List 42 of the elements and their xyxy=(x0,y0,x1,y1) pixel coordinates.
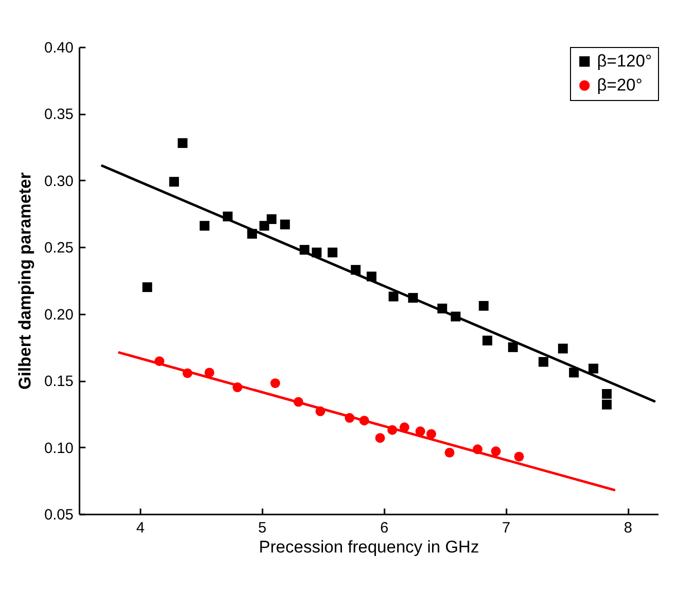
x-tick-label: 7 xyxy=(502,520,510,536)
x-axis-title: Precession frequency in GHz xyxy=(258,538,480,556)
point xyxy=(204,368,214,378)
point xyxy=(375,433,385,443)
point xyxy=(538,357,548,367)
point xyxy=(444,448,454,458)
point xyxy=(508,342,518,352)
x-tick-label: 6 xyxy=(380,520,388,536)
point xyxy=(200,220,210,231)
x-tick-label: 4 xyxy=(136,520,145,536)
point xyxy=(426,429,436,439)
y-tick-label: 0.25 xyxy=(44,240,74,257)
y-tick-label: 0.35 xyxy=(44,106,74,124)
y-tick-label: 0.10 xyxy=(44,440,74,457)
point xyxy=(270,378,280,388)
point xyxy=(491,446,501,456)
point xyxy=(266,214,276,224)
legend-label: β=20° xyxy=(597,76,642,94)
point xyxy=(482,336,492,346)
point xyxy=(388,292,398,302)
y-tick-label: 0.15 xyxy=(44,373,74,390)
point xyxy=(588,364,598,374)
legend-label: β=120° xyxy=(597,52,652,70)
y-tick-label: 0.05 xyxy=(44,506,74,524)
x-tick-label: 5 xyxy=(258,520,267,536)
y-axis-title: Gilbert damping parameter xyxy=(15,172,34,390)
point xyxy=(602,400,612,410)
point xyxy=(558,344,568,354)
point xyxy=(328,248,338,258)
point xyxy=(569,368,579,378)
point xyxy=(602,389,612,399)
point xyxy=(415,426,426,436)
point xyxy=(280,220,290,230)
point xyxy=(478,300,489,311)
y-tick-label: 0.40 xyxy=(44,40,74,56)
y-tick-label: 0.20 xyxy=(44,306,74,324)
point xyxy=(169,176,179,187)
x-tick-label: 8 xyxy=(624,520,632,536)
point xyxy=(514,452,524,462)
point xyxy=(142,282,152,292)
y-tick-label: 0.30 xyxy=(44,172,74,190)
point xyxy=(178,138,188,148)
